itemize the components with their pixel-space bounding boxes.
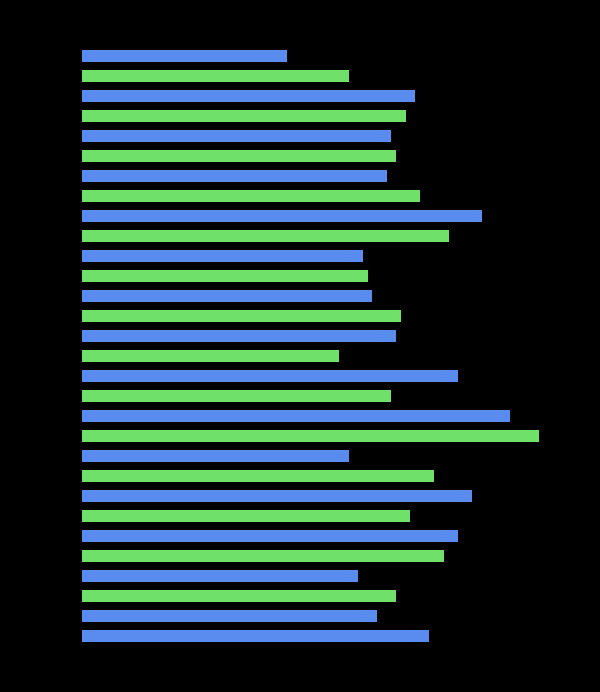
bar-27 [82, 590, 396, 602]
bar-1 [82, 70, 349, 82]
bar-15 [82, 350, 339, 362]
bar-10 [82, 250, 363, 262]
bar-18 [82, 410, 510, 422]
bar-17 [82, 390, 391, 402]
bars-container [82, 50, 558, 642]
bar-chart [0, 0, 600, 692]
bar-9 [82, 230, 449, 242]
bar-5 [82, 150, 396, 162]
bar-13 [82, 310, 401, 322]
bar-2 [82, 90, 415, 102]
bar-4 [82, 130, 391, 142]
bar-26 [82, 570, 358, 582]
bar-12 [82, 290, 372, 302]
bar-23 [82, 510, 410, 522]
bar-25 [82, 550, 444, 562]
bar-21 [82, 470, 434, 482]
bar-29 [82, 630, 429, 642]
bar-0 [82, 50, 287, 62]
bar-24 [82, 530, 458, 542]
bar-22 [82, 490, 472, 502]
bar-16 [82, 370, 458, 382]
bar-28 [82, 610, 377, 622]
bar-20 [82, 450, 349, 462]
bar-14 [82, 330, 396, 342]
bar-6 [82, 170, 387, 182]
bar-8 [82, 210, 482, 222]
bar-3 [82, 110, 406, 122]
bar-19 [82, 430, 539, 442]
bar-11 [82, 270, 368, 282]
bar-7 [82, 190, 420, 202]
